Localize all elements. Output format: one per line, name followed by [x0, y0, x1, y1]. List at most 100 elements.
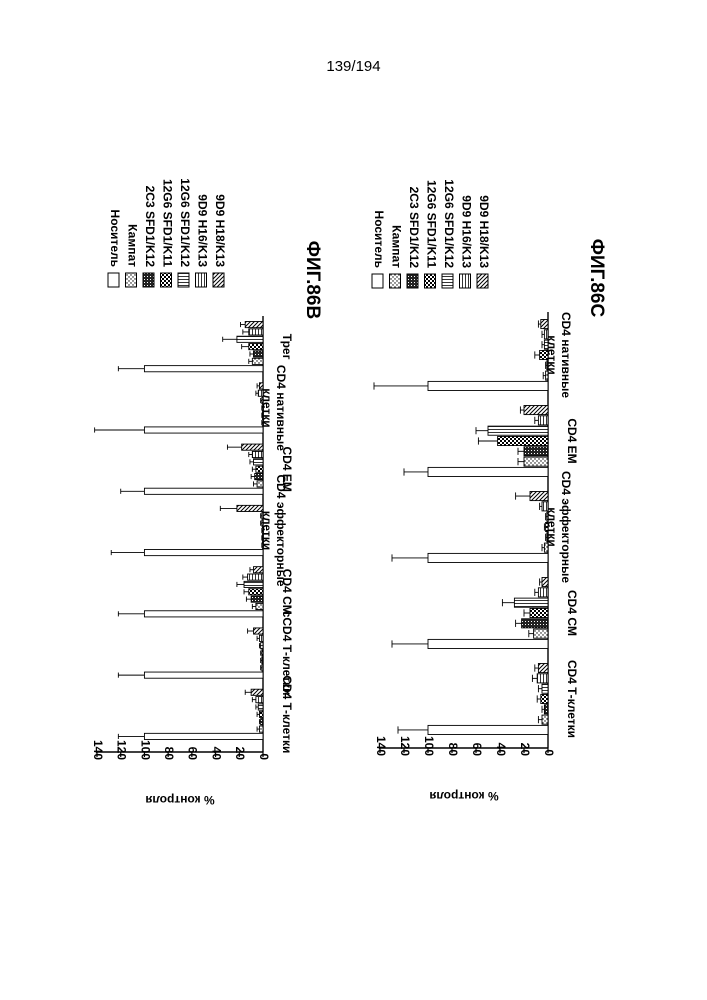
bar [252, 451, 263, 457]
bar [249, 344, 263, 350]
value-tick-label: 100 [422, 736, 436, 756]
bar [249, 329, 263, 335]
value-tick-label: 0 [257, 753, 271, 760]
bar [254, 459, 263, 465]
category-label-line: CD4 EM [565, 418, 579, 463]
bar [254, 567, 263, 573]
bar [262, 657, 263, 663]
category-label-line: CD4 CM [565, 590, 579, 636]
legend-label: Кампат [389, 225, 403, 268]
bar [428, 553, 548, 562]
value-tick-label: 100 [138, 740, 152, 760]
category-label-line: CD4 Т-клетки [565, 660, 579, 738]
legend-label: 9D9 H16/K13 [195, 194, 209, 267]
legend-swatch [372, 274, 383, 288]
category-label-line: клетки [545, 507, 559, 546]
legend-swatch [108, 273, 119, 287]
bar [261, 643, 263, 649]
bar [248, 574, 263, 580]
legend-swatch [425, 274, 436, 288]
bar [144, 366, 263, 372]
bar [538, 588, 548, 597]
bar [534, 629, 548, 638]
legend-label: 12G6 SFD1/K12 [442, 179, 456, 268]
bar [255, 473, 263, 479]
value-tick-label: 60 [186, 747, 200, 761]
bar [530, 491, 548, 500]
bar [144, 672, 263, 678]
legend-label: 9D9 H18/K13 [477, 195, 491, 268]
bar [538, 663, 548, 672]
category-label-line: CD4 эффекторные [559, 471, 573, 583]
legend-swatch [143, 273, 154, 287]
figure-label: ФИГ.86C [586, 239, 607, 318]
bar [252, 358, 263, 364]
bar [530, 608, 548, 617]
chart-panel-1: 020406080100120140% контроляCD4 Т-клетки… [91, 178, 323, 807]
bar [256, 697, 263, 703]
legend-swatch [213, 273, 224, 287]
bar [538, 416, 548, 425]
value-tick-label: 40 [209, 747, 223, 761]
legend-swatch [196, 273, 207, 287]
bar [428, 725, 548, 734]
bar [262, 650, 263, 656]
category-label: CD4 EM [565, 418, 579, 463]
category-label-line: клетки [545, 335, 559, 374]
bar [524, 447, 548, 456]
legend-swatch [477, 274, 488, 288]
bar [522, 619, 548, 628]
bar [237, 336, 263, 342]
value-axis-title: % контроля [429, 789, 498, 803]
bar [144, 733, 263, 739]
bar [242, 444, 263, 450]
bar [144, 488, 263, 494]
bar [249, 589, 263, 595]
bar [541, 319, 548, 328]
value-tick-label: 120 [115, 740, 129, 760]
bar [428, 467, 548, 476]
chart-panel-2: 020406080100120140% контроляCD4 Т-клетки… [372, 179, 607, 803]
category-label-line: клетки [260, 511, 274, 550]
legend-label: Кампат [125, 224, 139, 267]
bar [524, 457, 548, 466]
bar [488, 426, 548, 435]
value-tick-label: 0 [542, 749, 556, 756]
value-axis-title: % контроля [145, 793, 214, 807]
value-tick-label: 40 [494, 743, 508, 757]
bar [514, 598, 548, 607]
category-label: CD4 нативныеклетки [545, 312, 573, 398]
bar [258, 704, 263, 710]
bar [259, 726, 263, 732]
bar [257, 481, 263, 487]
bar [542, 577, 548, 586]
legend-label: 12G6 SFD1/K11 [160, 179, 174, 267]
legend-swatch [460, 274, 471, 288]
category-label: CD4 CM [565, 590, 579, 636]
legend-label: Носитель [108, 210, 122, 267]
value-tick-label: 80 [162, 747, 176, 761]
bar [259, 711, 263, 717]
legend-label: Носитель [372, 211, 386, 268]
value-tick-label: 80 [446, 743, 460, 757]
bar [428, 381, 548, 390]
bar [245, 322, 263, 328]
bar [542, 715, 548, 724]
bar [541, 694, 548, 703]
value-tick-label: 120 [398, 736, 412, 756]
category-label-line: сCD4 Т-клетки [280, 611, 294, 696]
category-label: CD4 EM [280, 447, 294, 492]
bar [259, 635, 263, 641]
legend-label: 9D9 H18/K13 [213, 194, 227, 267]
legend-swatch [442, 274, 453, 288]
bar [144, 427, 263, 433]
bar [144, 549, 263, 555]
legend-label: 12G6 SFD1/K12 [178, 178, 192, 267]
value-tick-label: 60 [470, 743, 484, 757]
bar [524, 405, 548, 414]
bar [262, 665, 263, 671]
legend-swatch [126, 273, 137, 287]
bar [237, 505, 263, 511]
legend-swatch [407, 274, 418, 288]
category-label-line: CD4 EM [280, 447, 294, 492]
